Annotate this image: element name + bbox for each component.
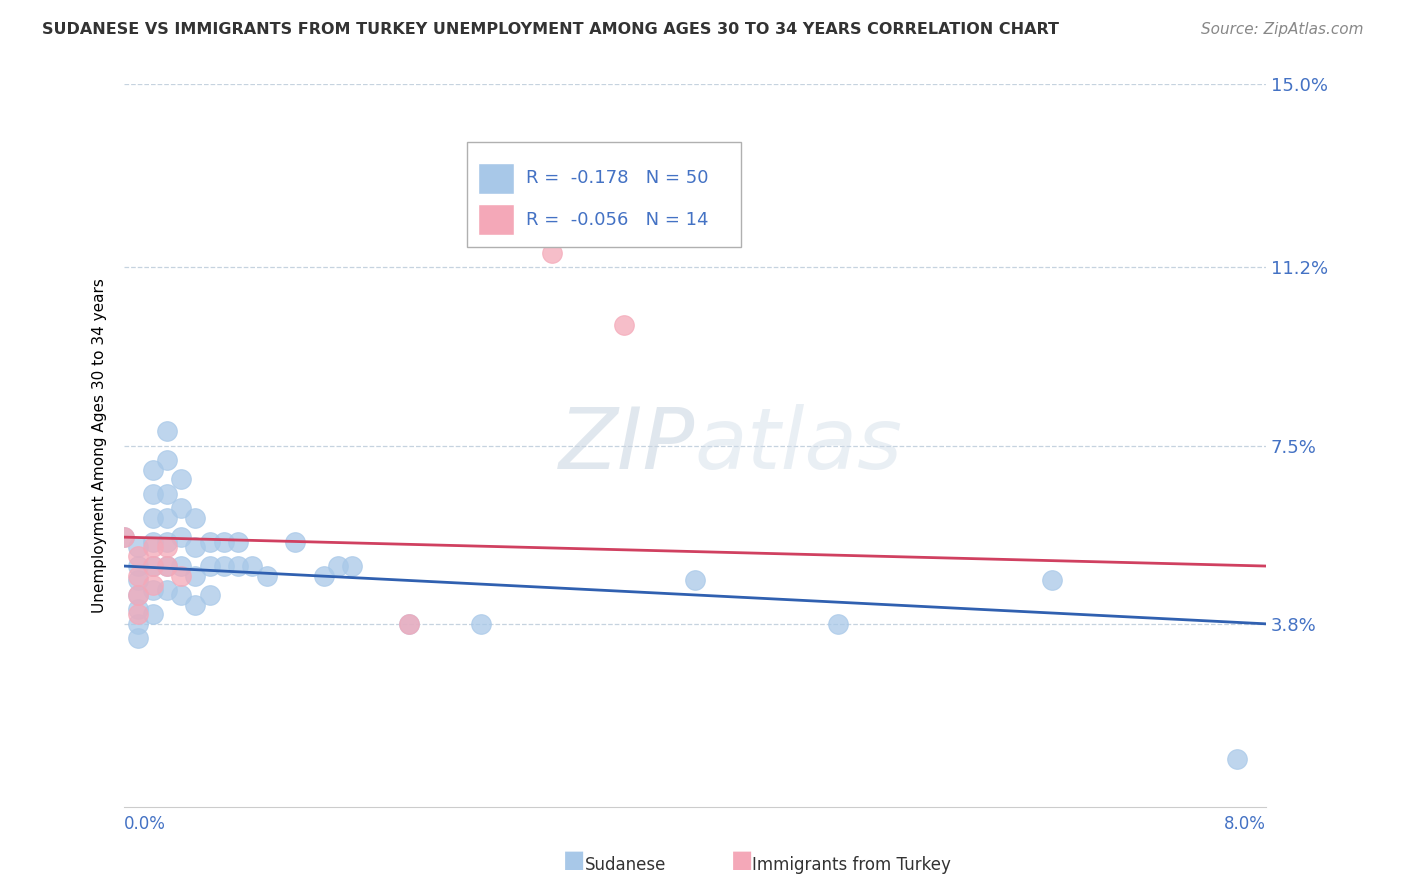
Point: [156, 583, 179, 598]
Point: [127, 632, 149, 646]
FancyBboxPatch shape: [467, 142, 741, 247]
Text: 0.0%: 0.0%: [124, 814, 166, 833]
Point: [1226, 752, 1249, 766]
Point: [156, 453, 179, 467]
Point: [141, 511, 163, 525]
Text: Source: ZipAtlas.com: Source: ZipAtlas.com: [1201, 22, 1364, 37]
Point: [127, 549, 149, 564]
Point: [127, 616, 149, 631]
Text: R =  -0.178   N = 50: R = -0.178 N = 50: [526, 169, 709, 187]
Point: [141, 463, 163, 477]
Point: [198, 535, 221, 549]
Point: [170, 472, 193, 486]
Point: [127, 588, 149, 602]
Text: 8.0%: 8.0%: [1223, 814, 1265, 833]
Y-axis label: Unemployment Among Ages 30 to 34 years: Unemployment Among Ages 30 to 34 years: [93, 278, 107, 613]
Text: Sudanese: Sudanese: [585, 856, 666, 874]
Point: [141, 583, 163, 598]
Point: [398, 616, 420, 631]
Point: [541, 246, 564, 260]
Point: [212, 559, 235, 574]
Text: R =  -0.056   N = 14: R = -0.056 N = 14: [526, 211, 709, 228]
FancyBboxPatch shape: [478, 204, 515, 235]
Point: [127, 602, 149, 616]
Point: [184, 540, 207, 554]
Point: [141, 559, 163, 574]
Point: [170, 559, 193, 574]
Point: [226, 559, 249, 574]
Point: [1040, 574, 1063, 588]
Point: [184, 568, 207, 582]
Point: [612, 318, 634, 333]
Point: [141, 578, 163, 592]
Point: [827, 616, 849, 631]
Point: [141, 535, 163, 549]
Point: [127, 568, 149, 582]
Point: [170, 588, 193, 602]
Point: [141, 540, 163, 554]
Point: [156, 535, 179, 549]
Point: [398, 616, 420, 631]
Point: [284, 535, 307, 549]
Point: [156, 511, 179, 525]
Text: atlas: atlas: [695, 404, 903, 487]
Point: [184, 511, 207, 525]
Point: [156, 559, 179, 574]
Text: ■: ■: [562, 848, 585, 872]
Point: [156, 424, 179, 438]
Point: [226, 535, 249, 549]
Point: [242, 559, 264, 574]
Text: ■: ■: [731, 848, 754, 872]
Point: [141, 559, 163, 574]
Point: [184, 598, 207, 612]
Text: Immigrants from Turkey: Immigrants from Turkey: [752, 856, 950, 874]
Point: [198, 588, 221, 602]
FancyBboxPatch shape: [478, 163, 515, 194]
Point: [470, 616, 492, 631]
Point: [141, 487, 163, 501]
Point: [170, 501, 193, 516]
Point: [127, 588, 149, 602]
Point: [156, 540, 179, 554]
Point: [683, 574, 706, 588]
Point: [127, 559, 149, 574]
Text: ZIP: ZIP: [558, 404, 695, 487]
Point: [127, 607, 149, 622]
Point: [127, 540, 149, 554]
Point: [156, 487, 179, 501]
Point: [141, 607, 163, 622]
Point: [170, 530, 193, 544]
Point: [198, 559, 221, 574]
Point: [212, 535, 235, 549]
Point: [112, 530, 135, 544]
Point: [127, 574, 149, 588]
Point: [112, 530, 135, 544]
Point: [312, 568, 335, 582]
Point: [170, 568, 193, 582]
Text: SUDANESE VS IMMIGRANTS FROM TURKEY UNEMPLOYMENT AMONG AGES 30 TO 34 YEARS CORREL: SUDANESE VS IMMIGRANTS FROM TURKEY UNEMP…: [42, 22, 1059, 37]
Point: [326, 559, 349, 574]
Point: [156, 559, 179, 574]
Point: [342, 559, 364, 574]
Point: [256, 568, 278, 582]
